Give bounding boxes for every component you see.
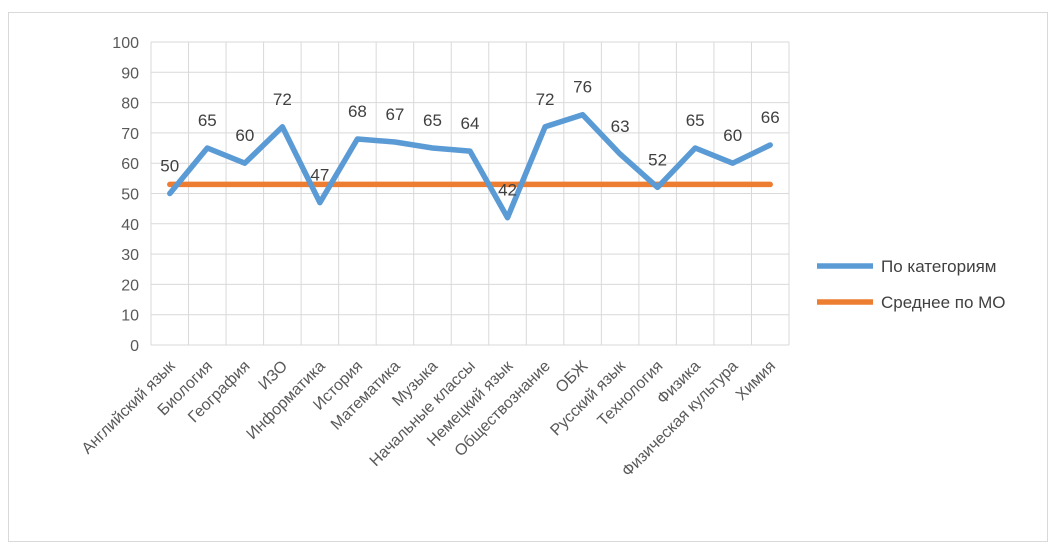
- y-tick-label: 100: [112, 35, 139, 52]
- y-tick-label: 50: [121, 187, 139, 204]
- y-axis-ticks: 0 10 20 30 40 50 60 70 80 90 100: [112, 35, 139, 355]
- y-tick-label: 20: [121, 277, 139, 294]
- series-lines: [167, 111, 773, 221]
- gridlines: [150, 41, 790, 346]
- data-label: 52: [648, 150, 667, 169]
- data-label: 68: [348, 102, 367, 121]
- y-tick-label: 40: [121, 217, 139, 234]
- legend-label: По категориям: [881, 257, 996, 276]
- y-tick-label: 70: [121, 126, 139, 143]
- data-labels: 50 65 60 72 47 68 67 65 64 42 72 76 63 52 65 60 66: [160, 78, 779, 200]
- y-tick-label: 0: [130, 338, 139, 355]
- data-label: 66: [761, 108, 780, 127]
- series-line-0: [167, 111, 773, 221]
- data-label: 47: [310, 166, 329, 185]
- data-label: 63: [611, 117, 630, 136]
- data-label: 50: [160, 157, 179, 176]
- data-label: 65: [423, 111, 442, 130]
- data-label: 60: [723, 126, 742, 145]
- y-tick-label: 90: [121, 65, 139, 82]
- data-label: 65: [686, 111, 705, 130]
- data-label: 72: [536, 90, 555, 109]
- legend-label: Среднее по МО: [881, 293, 1006, 312]
- data-label: 65: [198, 111, 217, 130]
- y-tick-label: 30: [121, 247, 139, 264]
- data-label: 67: [385, 105, 404, 124]
- data-label: 76: [573, 78, 592, 97]
- data-label: 72: [273, 90, 292, 109]
- y-tick-label: 80: [121, 96, 139, 113]
- legend: По категориям Среднее по МО: [817, 257, 1006, 312]
- line-chart: 0 10 20 30 40 50 60 70 80 90 100 50 65 60 72 47 68 67 65 6…: [79, 35, 1006, 480]
- y-tick-label: 10: [121, 308, 139, 325]
- data-label: 42: [498, 181, 517, 200]
- chart-frame: 0 10 20 30 40 50 60 70 80 90 100 50 65 60 72 47 68 67 65 6…: [8, 12, 1048, 542]
- data-label: 64: [461, 114, 480, 133]
- x-category-label: Химия: [733, 358, 779, 404]
- y-tick-label: 60: [121, 156, 139, 173]
- data-label: 60: [235, 126, 254, 145]
